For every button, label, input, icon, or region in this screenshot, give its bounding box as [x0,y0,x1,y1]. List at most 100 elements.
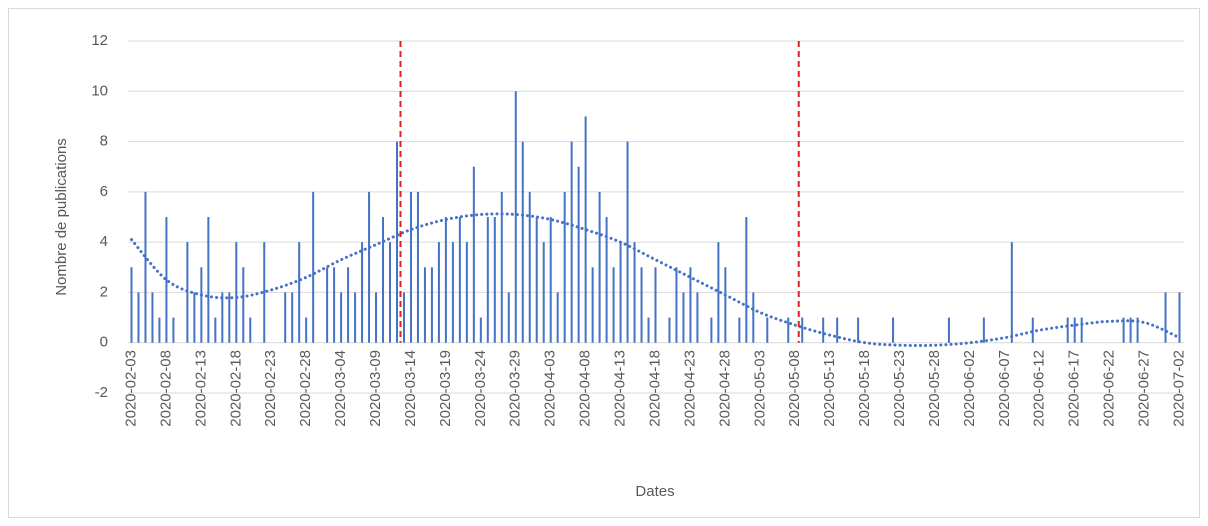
x-tick-label: 2020-06-22 [1101,350,1118,427]
bar [130,267,133,343]
bar [633,242,636,343]
bar [647,317,650,343]
bar [214,317,217,343]
chart-frame [8,8,1200,518]
bar [1066,317,1069,343]
bar [947,317,950,343]
bar [1080,317,1083,343]
bar [612,267,615,343]
bar [1073,317,1076,343]
bar [1129,317,1132,343]
bar [675,267,678,343]
bar [521,141,524,343]
x-tick-label: 2020-06-07 [996,350,1013,427]
bar [354,292,357,343]
x-tick-label: 2020-07-02 [1170,350,1187,427]
bar [982,317,985,343]
bar [200,267,203,343]
x-tick-label: 2020-06-12 [1031,350,1048,427]
x-tick-label: 2020-02-08 [157,350,174,427]
bar [724,267,727,343]
bar [507,292,510,343]
bar [696,292,699,343]
bar [486,217,489,343]
bar [717,242,720,343]
bar [682,292,685,343]
y-tick-label: 8 [100,133,108,150]
x-tick-label: 2020-05-03 [751,350,768,427]
bar [235,242,238,343]
bar [640,267,643,343]
bar [500,191,503,343]
bar [1178,292,1181,343]
y-tick-label: 12 [91,32,108,49]
bar [221,292,224,343]
bar [409,191,412,343]
bar [598,191,601,343]
bar [752,292,755,343]
x-tick-label: 2020-02-28 [297,350,314,427]
bar [451,242,454,343]
bar [137,292,140,343]
bar [437,242,440,343]
y-tick-label: 4 [100,233,108,250]
bar [458,217,461,343]
bar [689,267,692,343]
bar [347,267,350,343]
x-tick-label: 2020-02-13 [192,350,209,427]
bar [465,242,468,343]
bar [144,191,147,343]
bar [626,141,629,343]
y-tick-label: 2 [100,283,108,300]
x-tick-label: 2020-03-19 [437,350,454,427]
x-tick-label: 2020-04-18 [646,350,663,427]
bar [479,317,482,343]
bar [563,191,566,343]
bar [172,317,175,343]
bar [745,217,748,343]
x-tick-label: 2020-03-14 [402,350,419,427]
x-tick-label: 2020-04-28 [716,350,733,427]
x-tick-label: 2020-05-28 [926,350,943,427]
bar [228,292,231,343]
bar [242,267,245,343]
bar [549,217,552,343]
bar [668,317,671,343]
y-tick-label: -2 [95,384,108,401]
bar [158,317,161,343]
bar [382,217,385,343]
bar [430,267,433,343]
bar [186,242,189,343]
bar [472,166,475,343]
bar [514,91,517,343]
x-tick-label: 2020-04-08 [577,350,594,427]
bar [738,317,741,343]
x-tick-label: 2020-06-17 [1066,350,1083,427]
bar [605,217,608,343]
x-tick-label: 2020-05-18 [856,350,873,427]
x-tick-label: 2020-06-27 [1136,350,1153,427]
bar [892,317,895,343]
bar [1010,242,1013,343]
bar [375,292,378,343]
bar [340,292,343,343]
x-tick-label: 2020-05-23 [891,350,908,427]
y-tick-label: 10 [91,82,108,99]
x-tick-label: 2020-03-04 [332,350,349,427]
x-tick-label: 2020-04-13 [612,350,629,427]
x-tick-label: 2020-03-29 [507,350,524,427]
bar [402,292,405,343]
bar [493,217,496,343]
bar [787,317,790,343]
x-tick-label: 2020-05-13 [821,350,838,427]
bar [1122,317,1125,343]
bar [263,242,266,343]
bar [165,217,168,343]
bar [326,267,329,343]
bar [1164,292,1167,343]
bar [710,317,713,343]
x-tick-label: 2020-02-18 [227,350,244,427]
bar [444,217,447,343]
bar [857,317,860,343]
